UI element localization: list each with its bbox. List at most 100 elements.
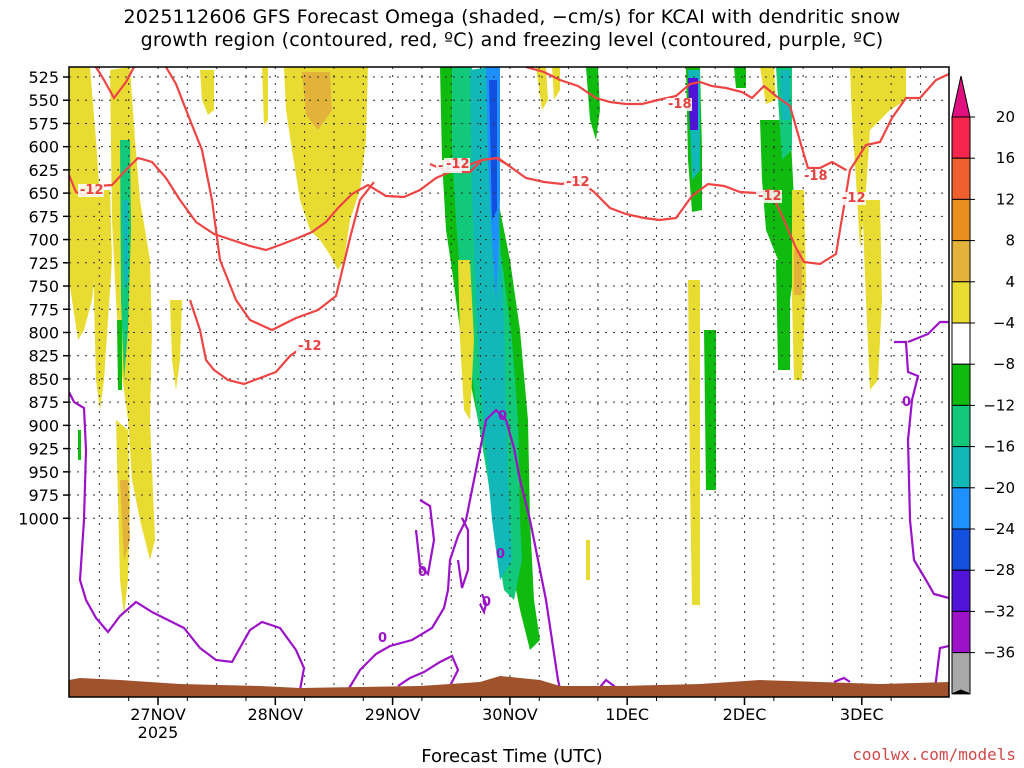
colorbar-label-0: 20 [996, 108, 1015, 126]
colorbar-label-4: 4 [1005, 273, 1015, 291]
omega-region-34 [780, 70, 790, 120]
purple-contour-label-4: 0 [902, 395, 911, 410]
omega-region-12 [284, 67, 368, 270]
freezing-contour-9 [907, 320, 949, 344]
colorbar-label-7: −12 [983, 396, 1015, 414]
colorbar-swatch-6 [951, 363, 971, 406]
omega-region-6 [123, 200, 128, 290]
omega-region-14 [170, 300, 182, 390]
y-tick-label-800: 800 [28, 323, 59, 342]
colorbar-swatch-8 [951, 446, 971, 489]
y-tick-label-625: 625 [28, 161, 59, 180]
x-axis: 27NOV 28NOV 29NOV 30NOV 1DEC 2DEC 3DEC 2025 [128, 697, 892, 742]
red-label-bg-6 [666, 98, 692, 111]
colorbar-label-13: −36 [983, 644, 1015, 662]
purple-contour-label-5: 0 [482, 595, 491, 610]
y-tick-label-1000: 1000 [18, 509, 59, 528]
omega-region-1 [69, 67, 100, 340]
freezing-contour-2 [347, 408, 564, 697]
dgz-contour-2 [95, 67, 135, 101]
y-tick-label-675: 675 [28, 207, 59, 226]
omega-region-37 [794, 250, 802, 295]
grid-lines [69, 67, 949, 697]
y-tick-label-700: 700 [28, 231, 59, 250]
y-tick-label-525: 525 [28, 68, 59, 87]
x-tick-label-3: 30NOV [482, 705, 538, 724]
red-label-bg-0 [78, 184, 104, 197]
omega-region-39 [862, 200, 882, 390]
y-tick-label-875: 875 [28, 393, 59, 412]
omega-region-35 [776, 260, 790, 370]
colorbar-label-5: −4 [993, 314, 1015, 332]
colorbar-swatch-11 [951, 569, 971, 612]
freezing-contour-5 [397, 654, 460, 687]
omega-region-8 [78, 430, 81, 460]
omega-region-23 [586, 67, 600, 140]
title-line-2: growth region (contoured, red, ºC) and f… [140, 29, 884, 51]
omega-region-27 [688, 78, 698, 130]
credit-text: coolwx.com/models [852, 745, 1016, 764]
purple-contour-label-1: 0 [418, 565, 427, 580]
red-contour-label-8: -12 [446, 157, 470, 172]
contour-lines [69, 67, 949, 697]
freezing-contour-8 [894, 340, 949, 600]
colorbar-swatch-5 [951, 322, 971, 365]
y-tick-label-950: 950 [28, 463, 59, 482]
y-tick-label-575: 575 [28, 114, 59, 133]
colorbar-swatch-12 [951, 610, 971, 654]
red-label-bg-1 [296, 340, 322, 353]
colorbar-label-12: −32 [983, 602, 1015, 620]
colorbar: 20 16 12 8 4 −4 −8 −12 −16 −20 −24 −28 −32 −36 [951, 75, 1015, 695]
freezing-contour-11 [932, 644, 949, 697]
colorbar-label-6: −8 [993, 355, 1015, 373]
colorbar-top-arrow [951, 75, 971, 118]
omega-region-24 [586, 540, 590, 580]
purple-contour-label-0: 0 [498, 409, 507, 424]
omega-region-22 [552, 67, 560, 100]
title-line-1: 2025112606 GFS Forecast Omega (shaded, −… [123, 6, 901, 28]
colorbar-label-2: 12 [996, 190, 1015, 208]
omega-region-10 [200, 70, 214, 115]
red-contour-label-1: -12 [298, 339, 322, 354]
colorbar-label-1: 16 [996, 149, 1015, 167]
colorbar-label-10: −24 [983, 520, 1015, 538]
plot-frame [68, 66, 950, 698]
dgz-contour-5 [525, 67, 847, 171]
red-label-bg-5 [840, 192, 866, 205]
red-contour-label-0: -12 [80, 183, 104, 198]
freezing-contour-4 [456, 517, 470, 589]
omega-region-7 [117, 320, 122, 390]
red-contour-label-6: -18 [668, 97, 692, 112]
colorbar-swatch-3 [951, 240, 971, 283]
x-tick-label-1: 28NOV [248, 705, 304, 724]
x-tick-label-5: 2DEC [723, 705, 767, 724]
colorbar-label-3: 8 [1005, 232, 1015, 250]
y-tick-label-850: 850 [28, 370, 59, 389]
colorbar-label-8: −16 [983, 438, 1015, 456]
omega-region-32 [760, 120, 796, 300]
dgz-contour-3 [165, 67, 375, 332]
freezing-contour-6 [479, 593, 488, 616]
omega-region-19 [489, 80, 497, 220]
freezing-contour-3 [414, 499, 436, 577]
y-tick-label-925: 925 [28, 440, 59, 459]
colorbar-swatch-13 [951, 652, 971, 695]
red-contour-label-4: -12 [758, 189, 782, 204]
colorbar-bottom-arrow [951, 689, 971, 695]
x-tick-label-0: 27NOV [130, 705, 186, 724]
colorbar-label-9: −20 [983, 479, 1015, 497]
x-tick-year: 2025 [138, 723, 179, 742]
red-label-bg-7 [802, 170, 828, 183]
y-tick-label-750: 750 [28, 277, 59, 296]
chart-title: 2025112606 GFS Forecast Omega (shaded, −… [0, 6, 1024, 52]
dgz-contour-4 [188, 299, 305, 386]
colorbar-swatch-7 [951, 404, 971, 448]
omega-region-28 [688, 280, 700, 605]
colorbar-label-11: −28 [983, 561, 1015, 579]
purple-contour-label-3: 0 [378, 631, 387, 646]
red-contour-label-5: -12 [842, 191, 866, 206]
y-tick-label-725: 725 [28, 254, 59, 273]
red-label-bg-8 [444, 158, 470, 171]
colorbar-swatch-0 [951, 116, 971, 159]
